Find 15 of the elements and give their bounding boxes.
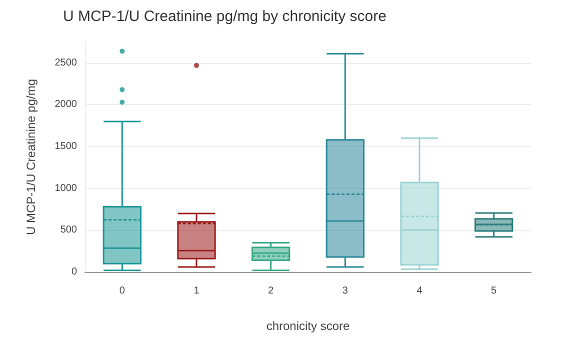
y-tick-label: 2500 [54,57,78,68]
y-tick-label: 1500 [54,141,78,152]
y-tick-label: 1000 [54,182,78,194]
x-tick-label: 2 [268,286,274,296]
x-tick-label: 3 [342,286,348,296]
x-axis-title: chronicity score [266,319,350,333]
chart-title: U MCP-1/U Creatinine pg/mg by chronicity score [63,8,386,25]
y-tick-label: 2000 [54,99,78,110]
x-tick-label: 1 [194,286,200,296]
x-tick-label: 5 [491,286,498,296]
y-axis-title: U MCP-1/U Creatinine pg/mg [24,78,38,236]
y-tick-label: 0 [71,266,78,278]
y-tick-label: 500 [60,224,78,236]
x-tick-label: 4 [416,286,423,296]
x-tick-label: 0 [119,286,126,296]
